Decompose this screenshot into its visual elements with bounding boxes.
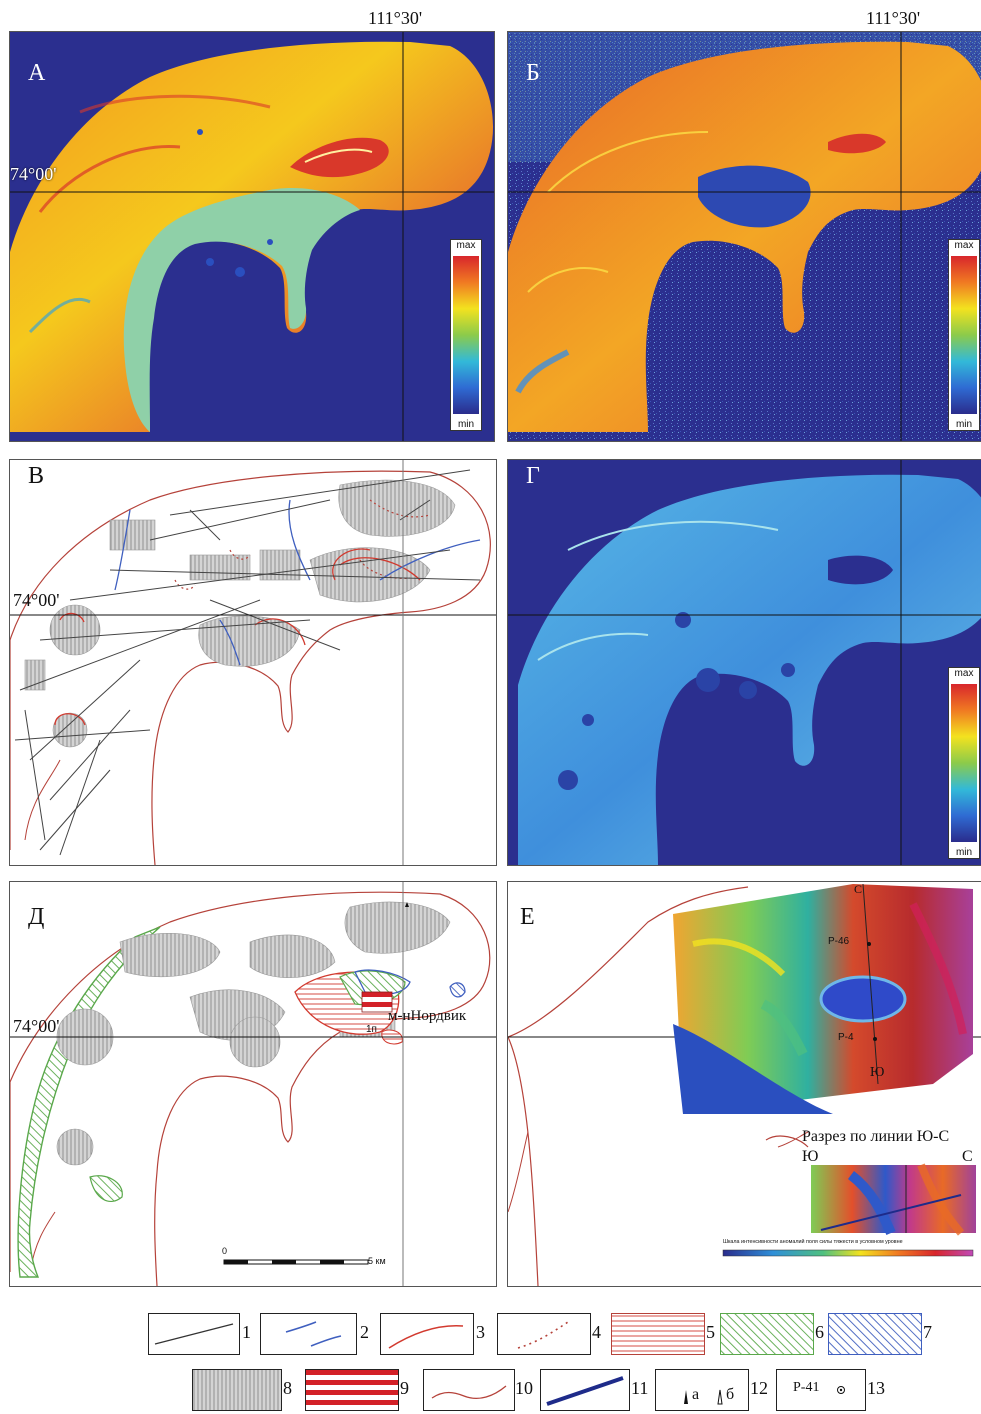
panel-a-label: А [28,60,46,86]
legend-num-8: 8 [283,1378,292,1398]
point-north-label: С [854,882,863,896]
legend-num-3: 3 [476,1322,485,1342]
panel-b-map: Б max min [507,31,981,442]
legend-num-12: 12 [750,1378,768,1398]
scale-max-label: max [949,240,979,251]
scalebar-zero: 0 [222,1246,228,1256]
legend-num-11: 11 [631,1378,649,1398]
meridian-label-b: 111°30' [866,8,921,28]
legend-12-b: б [726,1386,735,1403]
color-scale-a: max min [450,239,482,431]
panel-v-scheme: В 74°00' [9,459,497,866]
place-sublabel: 1п [366,1024,377,1035]
panel-g-label: Г [526,463,540,489]
panel-e-label: Е [520,904,535,930]
legend-12-a: а [692,1386,700,1403]
legend-num-9: 9 [400,1378,409,1398]
legend-num-2: 2 [360,1322,369,1342]
legend-num-7: 7 [923,1322,932,1342]
well-label-2: Р-4 [838,1032,854,1043]
parallel-label-a: 74°00' [10,164,57,184]
point-south-label: Ю [870,1065,885,1080]
panel-v-label: В [28,463,45,489]
scalebar-end: 5 км [368,1256,386,1266]
parallel-label-v: 74°00' [13,590,60,610]
meridian-label-a: 111°30' [368,8,423,28]
panel-g-map: Г max min [507,459,981,866]
section-title: Разрез по линии Ю-С [802,1128,950,1145]
place-label: м-нНордвик [388,1008,467,1024]
legend-num-5: 5 [706,1322,715,1342]
well-label-1: Р-46 [828,936,850,947]
section-north-label: С [962,1148,973,1165]
panel-e-gravity: Е Р-46 Р-4 С Ю Разрез по линии Ю-С Ю С Ш… [507,881,981,1287]
panel-a-map: А 74°00' max min [9,31,495,442]
parallel-label-d: 74°00' [13,1016,60,1036]
legend-num-4: 4 [592,1322,601,1342]
legend-num-13: 13 [867,1378,885,1398]
scale-min-label: min [949,419,979,430]
color-scale-b: max min [948,239,980,431]
section-south-label: Ю [802,1148,819,1165]
legend-num-1: 1 [242,1322,251,1342]
legend-num-10: 10 [515,1378,533,1398]
color-scale-g: max min [948,667,980,859]
scale-caption: Шкала интенсивности аномалий поля силы т… [723,1239,903,1245]
legend-13-text: Р-41 [793,1380,820,1395]
panel-b-label: Б [526,60,540,86]
scale-max-label: max [949,668,979,679]
panel-d-scheme: Д 74°00' м-нНордвик 1п 0 5 км [9,881,497,1287]
scale-min-label: min [451,419,481,430]
panel-d-label: Д [28,904,45,930]
scale-min-label: min [949,847,979,858]
legend-num-6: 6 [815,1322,824,1342]
scale-max-label: max [451,240,481,251]
